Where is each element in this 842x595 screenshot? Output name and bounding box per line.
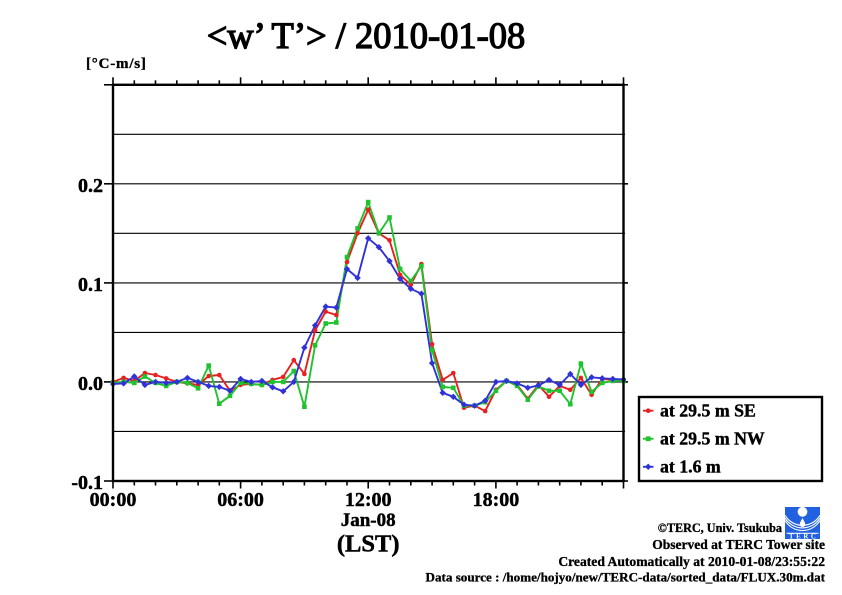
svg-text:0.0: 0.0 bbox=[78, 373, 103, 395]
svg-text:-0.1: -0.1 bbox=[71, 472, 103, 494]
svg-text:Observed at TERC Tower site: Observed at TERC Tower site bbox=[652, 537, 825, 552]
svg-text:18:00: 18:00 bbox=[473, 489, 520, 511]
svg-text:<w’ T’> / 2010-01-08: <w’ T’> / 2010-01-08 bbox=[207, 15, 526, 56]
svg-text:12:00: 12:00 bbox=[345, 489, 392, 511]
svg-text:Data source : /home/hojyo/new/: Data source : /home/hojyo/new/TERC-data/… bbox=[426, 570, 826, 585]
svg-text:(LST): (LST) bbox=[337, 531, 400, 558]
svg-text:0.2: 0.2 bbox=[78, 175, 103, 197]
svg-text:©TERC, Univ. Tsukuba: ©TERC, Univ. Tsukuba bbox=[658, 521, 782, 535]
svg-text:00:00: 00:00 bbox=[90, 489, 137, 511]
svg-text:Jan-08: Jan-08 bbox=[341, 510, 396, 531]
svg-text:0.1: 0.1 bbox=[78, 274, 103, 296]
svg-text:TERC: TERC bbox=[789, 534, 818, 541]
svg-text:at 29.5 m SE: at 29.5 m SE bbox=[660, 401, 756, 421]
svg-text:at 1.6 m: at 1.6 m bbox=[660, 457, 721, 477]
svg-text:06:00: 06:00 bbox=[217, 489, 264, 511]
svg-text:[°C-m/s]: [°C-m/s] bbox=[86, 56, 147, 72]
svg-text:at 29.5 m NW: at 29.5 m NW bbox=[660, 429, 765, 449]
svg-text:Created Automatically at 2010-: Created Automatically at 2010-01-08/23:5… bbox=[558, 554, 825, 569]
